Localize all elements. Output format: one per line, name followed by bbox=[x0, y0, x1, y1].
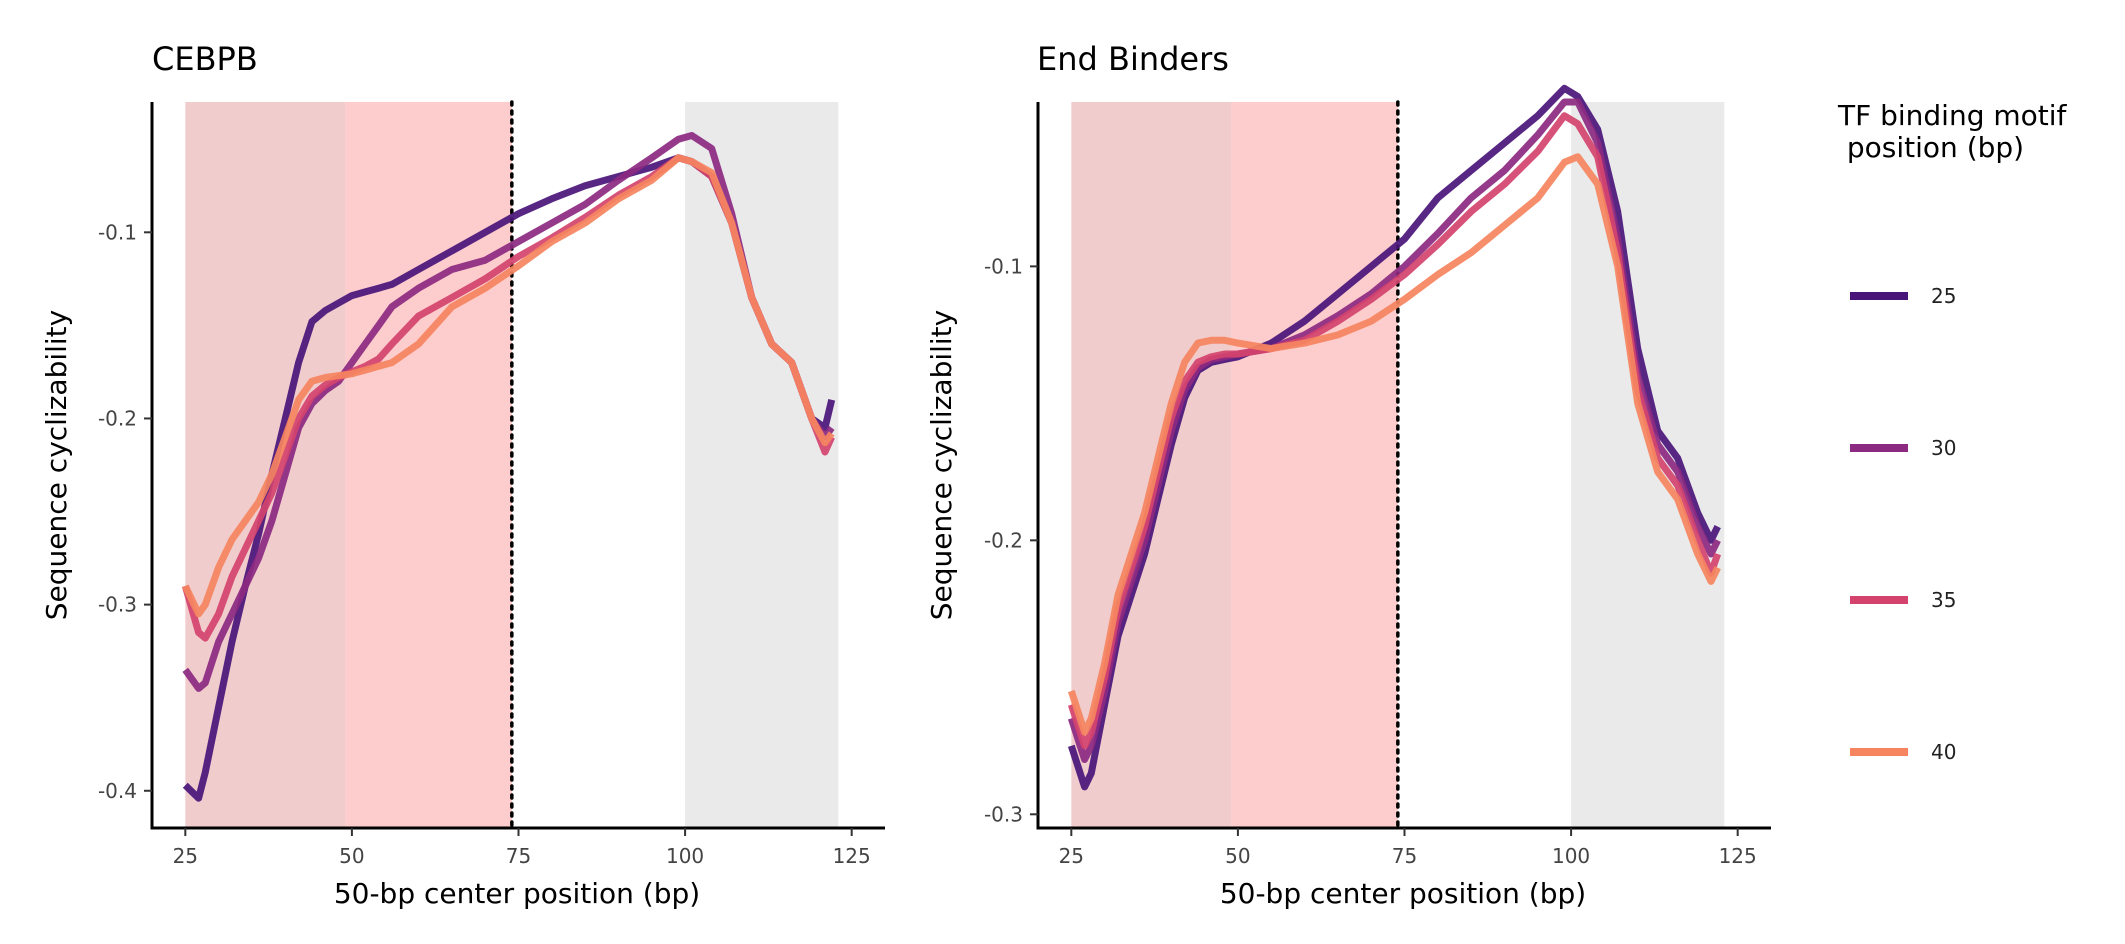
y-tick-label: -0.2 bbox=[984, 528, 1023, 552]
y-tick-label: -0.1 bbox=[98, 220, 137, 244]
panel-title: End Binders bbox=[1037, 40, 1229, 78]
legend-label-25: 25 bbox=[1931, 284, 1956, 308]
panel-end-binders: End Binders 25 50 75 100 125 -0.3 -0.2 -0.1 50-… bbox=[925, 40, 1771, 910]
legend-label-35: 35 bbox=[1931, 588, 1956, 612]
x-axis-title: 50-bp center position (bp) bbox=[334, 877, 700, 910]
shaded-region bbox=[185, 102, 346, 828]
legend-title-line-1: TF binding motif bbox=[1837, 99, 2068, 132]
series-line-25 bbox=[1067, 84, 1721, 791]
legend: TF binding motif position (bp) 25 30 35 40 bbox=[1837, 99, 2068, 764]
legend-items: 25 30 35 40 bbox=[1850, 284, 1956, 764]
x-tick-label: 100 bbox=[666, 844, 704, 868]
y-tick-label: -0.4 bbox=[98, 779, 137, 803]
x-tick-label: 75 bbox=[506, 844, 531, 868]
y-tick-label: -0.2 bbox=[98, 406, 137, 430]
legend-title-line-2: position (bp) bbox=[1838, 131, 2024, 164]
plot-area: 25 50 75 100 125 -0.4 -0.3 -0.2 -0.1 bbox=[98, 100, 885, 868]
series-line-40 bbox=[1067, 153, 1721, 736]
x-tick-label: 100 bbox=[1552, 844, 1590, 868]
x-tick-label: 125 bbox=[833, 844, 871, 868]
x-tick-label: 25 bbox=[1059, 844, 1084, 868]
x-tick-label: 75 bbox=[1392, 844, 1417, 868]
x-axis-title: 50-bp center position (bp) bbox=[1220, 877, 1586, 910]
x-tick-label: 125 bbox=[1719, 844, 1757, 868]
y-tick-label: -0.1 bbox=[984, 254, 1023, 278]
series-line-40 bbox=[182, 154, 835, 618]
legend-label-30: 30 bbox=[1931, 436, 1956, 460]
x-tick-label: 50 bbox=[1225, 844, 1250, 868]
y-tick-label: -0.3 bbox=[98, 593, 137, 617]
shaded-region bbox=[345, 102, 512, 828]
y-tick-label: -0.3 bbox=[984, 802, 1023, 826]
panel-title: CEBPB bbox=[152, 40, 258, 78]
plot-area: 25 50 75 100 125 -0.3 -0.2 -0.1 bbox=[984, 84, 1771, 868]
shaded-region bbox=[1571, 102, 1725, 828]
shaded-region bbox=[1231, 102, 1398, 828]
shaded-region bbox=[685, 102, 839, 828]
x-tick-label: 50 bbox=[339, 844, 364, 868]
y-axis-title: Sequence cyclizability bbox=[40, 310, 73, 620]
y-axis-title: Sequence cyclizability bbox=[925, 310, 958, 620]
legend-label-40: 40 bbox=[1931, 740, 1956, 764]
panel-cebpb: CEBPB 25 50 75 100 125 -0.4 -0.3 -0.2 -0.1 50-bp… bbox=[40, 40, 885, 910]
x-tick-label: 25 bbox=[173, 844, 198, 868]
